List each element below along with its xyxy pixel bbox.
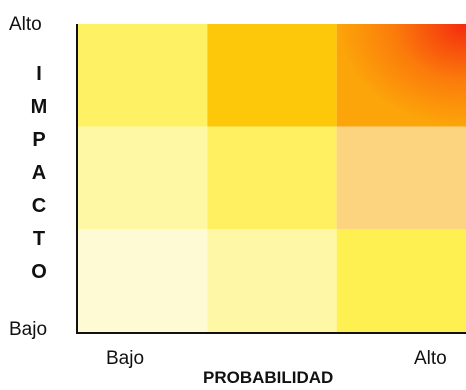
y-axis-title-letter: O — [31, 261, 47, 283]
heatmap-cell-impact-alto-probability-alto — [336, 24, 466, 127]
heatmap-cell-impact-bajo-probability-bajo — [78, 229, 208, 332]
y-axis-title-letter: A — [32, 162, 46, 184]
heatmap-cell-impact-bajo-probability-alto — [336, 229, 466, 332]
y-axis-title-letter: T — [33, 228, 45, 250]
heatmap-cell-impact-bajo-probability-medio — [207, 229, 337, 332]
x-tick-label-high: Alto — [414, 348, 447, 369]
y-axis-title-letter: P — [32, 129, 45, 151]
heatmap-cells — [78, 24, 466, 332]
heatmap-cell-impact-medio-probability-bajo — [78, 126, 208, 230]
y-axis-title-letter: M — [31, 96, 48, 118]
x-axis-title: PROBABILIDAD — [203, 368, 333, 387]
y-axis-title-letter: C — [32, 195, 46, 217]
y-axis-title-letter: I — [36, 63, 42, 85]
x-tick-label-low: Bajo — [106, 348, 144, 369]
heatmap-cell-impact-medio-probability-medio — [207, 126, 337, 230]
y-tick-label-low: Bajo — [9, 319, 47, 340]
heatmap-cell-impact-alto-probability-medio — [207, 24, 337, 127]
heatmap-cell-impact-alto-probability-bajo — [78, 24, 208, 127]
heatmap-cell-impact-medio-probability-alto — [336, 126, 466, 230]
y-tick-label-high: Alto — [9, 14, 42, 35]
